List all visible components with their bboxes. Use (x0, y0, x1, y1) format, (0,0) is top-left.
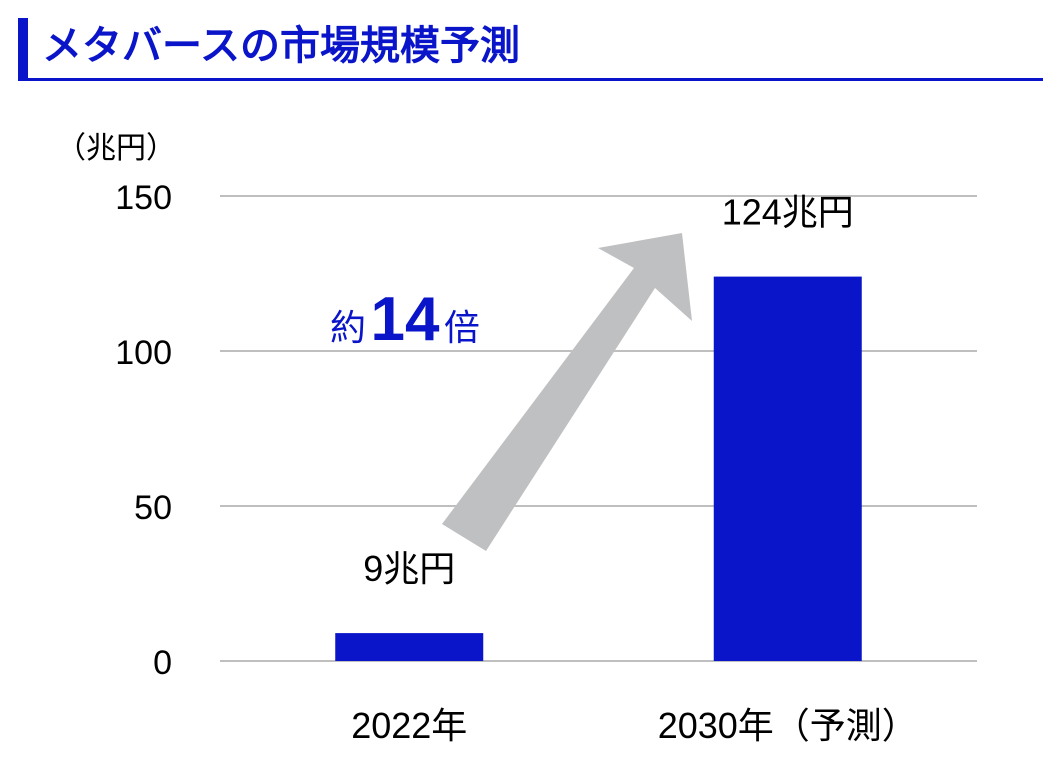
bar (335, 633, 484, 661)
y-tick-label: 0 (153, 644, 172, 682)
multiplier-suffix: 倍 (444, 307, 480, 348)
bar (713, 276, 862, 661)
data-label: 124兆円 (722, 192, 854, 233)
y-tick-label: 100 (115, 334, 172, 372)
page-title: メタバースの市場規模予測 (42, 24, 520, 68)
multiplier-prefix: 約 (330, 307, 366, 348)
multiplier-number: 14 (370, 285, 439, 354)
x-tick-label: 2022年 (351, 705, 467, 746)
data-label: 9兆円 (363, 548, 455, 589)
growth-multiplier-annotation: 約 14 倍 (330, 285, 480, 354)
title-accent-bar (18, 18, 28, 78)
up-right-arrow-icon (442, 233, 692, 551)
title-underline (18, 78, 1043, 81)
y-tick-label: 50 (134, 489, 172, 527)
y-tick-label: 150 (115, 179, 172, 217)
y-axis-unit-label: （兆円） (56, 132, 176, 165)
x-tick-label: 2030年（予測） (658, 705, 918, 746)
